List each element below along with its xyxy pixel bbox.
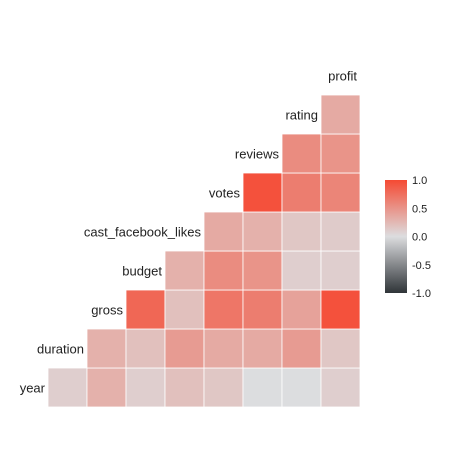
heatmap-cell-votes-profit [320, 172, 361, 213]
colorbar-tick-label: -0.5 [412, 260, 431, 272]
heatmap-cell-year-duration [47, 367, 88, 408]
variable-label-profit: profit [328, 69, 357, 84]
variable-labels: year duration gross budget cast_facebook_lik… [20, 69, 358, 396]
colorbar-ticks: 1.0 0.5 0.0 -0.5 -1.0 [412, 175, 431, 300]
heatmap-cell-gross-budget [125, 289, 166, 330]
variable-label-year: year [20, 381, 46, 396]
heatmap-cell-reviews-rating [281, 133, 322, 174]
heatmap-cell-year-budget [125, 367, 166, 408]
heatmap-cells [47, 94, 361, 408]
heatmap-cell-duration-budget [125, 328, 166, 369]
variable-label-gross: gross [91, 303, 123, 318]
heatmap-cell-gross-votes [203, 289, 244, 330]
heatmap-cell-budget-profit [320, 250, 361, 291]
heatmap-cell-budget-votes [203, 250, 244, 291]
variable-label-rating: rating [285, 108, 318, 123]
heatmap-cell-duration-reviews [242, 328, 283, 369]
variable-label-budget: budget [122, 264, 162, 279]
heatmap-cell-gross-rating [281, 289, 322, 330]
heatmap-cell-year-cast_facebook_likes [164, 367, 205, 408]
heatmap-cell-cast_facebook_likes-rating [281, 211, 322, 252]
heatmap-cell-duration-rating [281, 328, 322, 369]
heatmap-cell-rating-profit [320, 94, 361, 135]
heatmap-cell-cast_facebook_likes-votes [203, 211, 244, 252]
heatmap-cell-gross-reviews [242, 289, 283, 330]
heatmap-cell-year-gross [86, 367, 127, 408]
heatmap-cell-gross-cast_facebook_likes [164, 289, 205, 330]
heatmap-cell-votes-reviews [242, 172, 283, 213]
heatmap-cell-cast_facebook_likes-reviews [242, 211, 283, 252]
heatmap-cell-duration-votes [203, 328, 244, 369]
variable-label-cast_facebook_likes: cast_facebook_likes [84, 225, 202, 240]
heatmap-cell-year-votes [203, 367, 244, 408]
colorbar-tick-label: 0.5 [412, 203, 427, 215]
colorbar-tick-label: -1.0 [412, 288, 431, 300]
variable-label-duration: duration [37, 342, 84, 357]
variable-label-reviews: reviews [235, 147, 280, 162]
heatmap-cell-budget-reviews [242, 250, 283, 291]
heatmap-cell-year-reviews [242, 367, 283, 408]
variable-label-votes: votes [209, 186, 241, 201]
colorbar-tick-label: 0.0 [412, 232, 427, 244]
heatmap-cell-reviews-profit [320, 133, 361, 174]
heatmap-cell-year-rating [281, 367, 322, 408]
colorbar-tick-label: 1.0 [412, 175, 427, 187]
heatmap-cell-budget-rating [281, 250, 322, 291]
heatmap-cell-duration-cast_facebook_likes [164, 328, 205, 369]
heatmap-cell-budget-cast_facebook_likes [164, 250, 205, 291]
colorbar: 1.0 0.5 0.0 -0.5 -1.0 [385, 175, 431, 300]
heatmap-cell-gross-profit [320, 289, 361, 330]
heatmap-cell-cast_facebook_likes-profit [320, 211, 361, 252]
heatmap-cell-duration-profit [320, 328, 361, 369]
colorbar-gradient [385, 180, 407, 293]
heatmap-cell-year-profit [320, 367, 361, 408]
heatmap-cell-duration-gross [86, 328, 127, 369]
heatmap-cell-votes-rating [281, 172, 322, 213]
